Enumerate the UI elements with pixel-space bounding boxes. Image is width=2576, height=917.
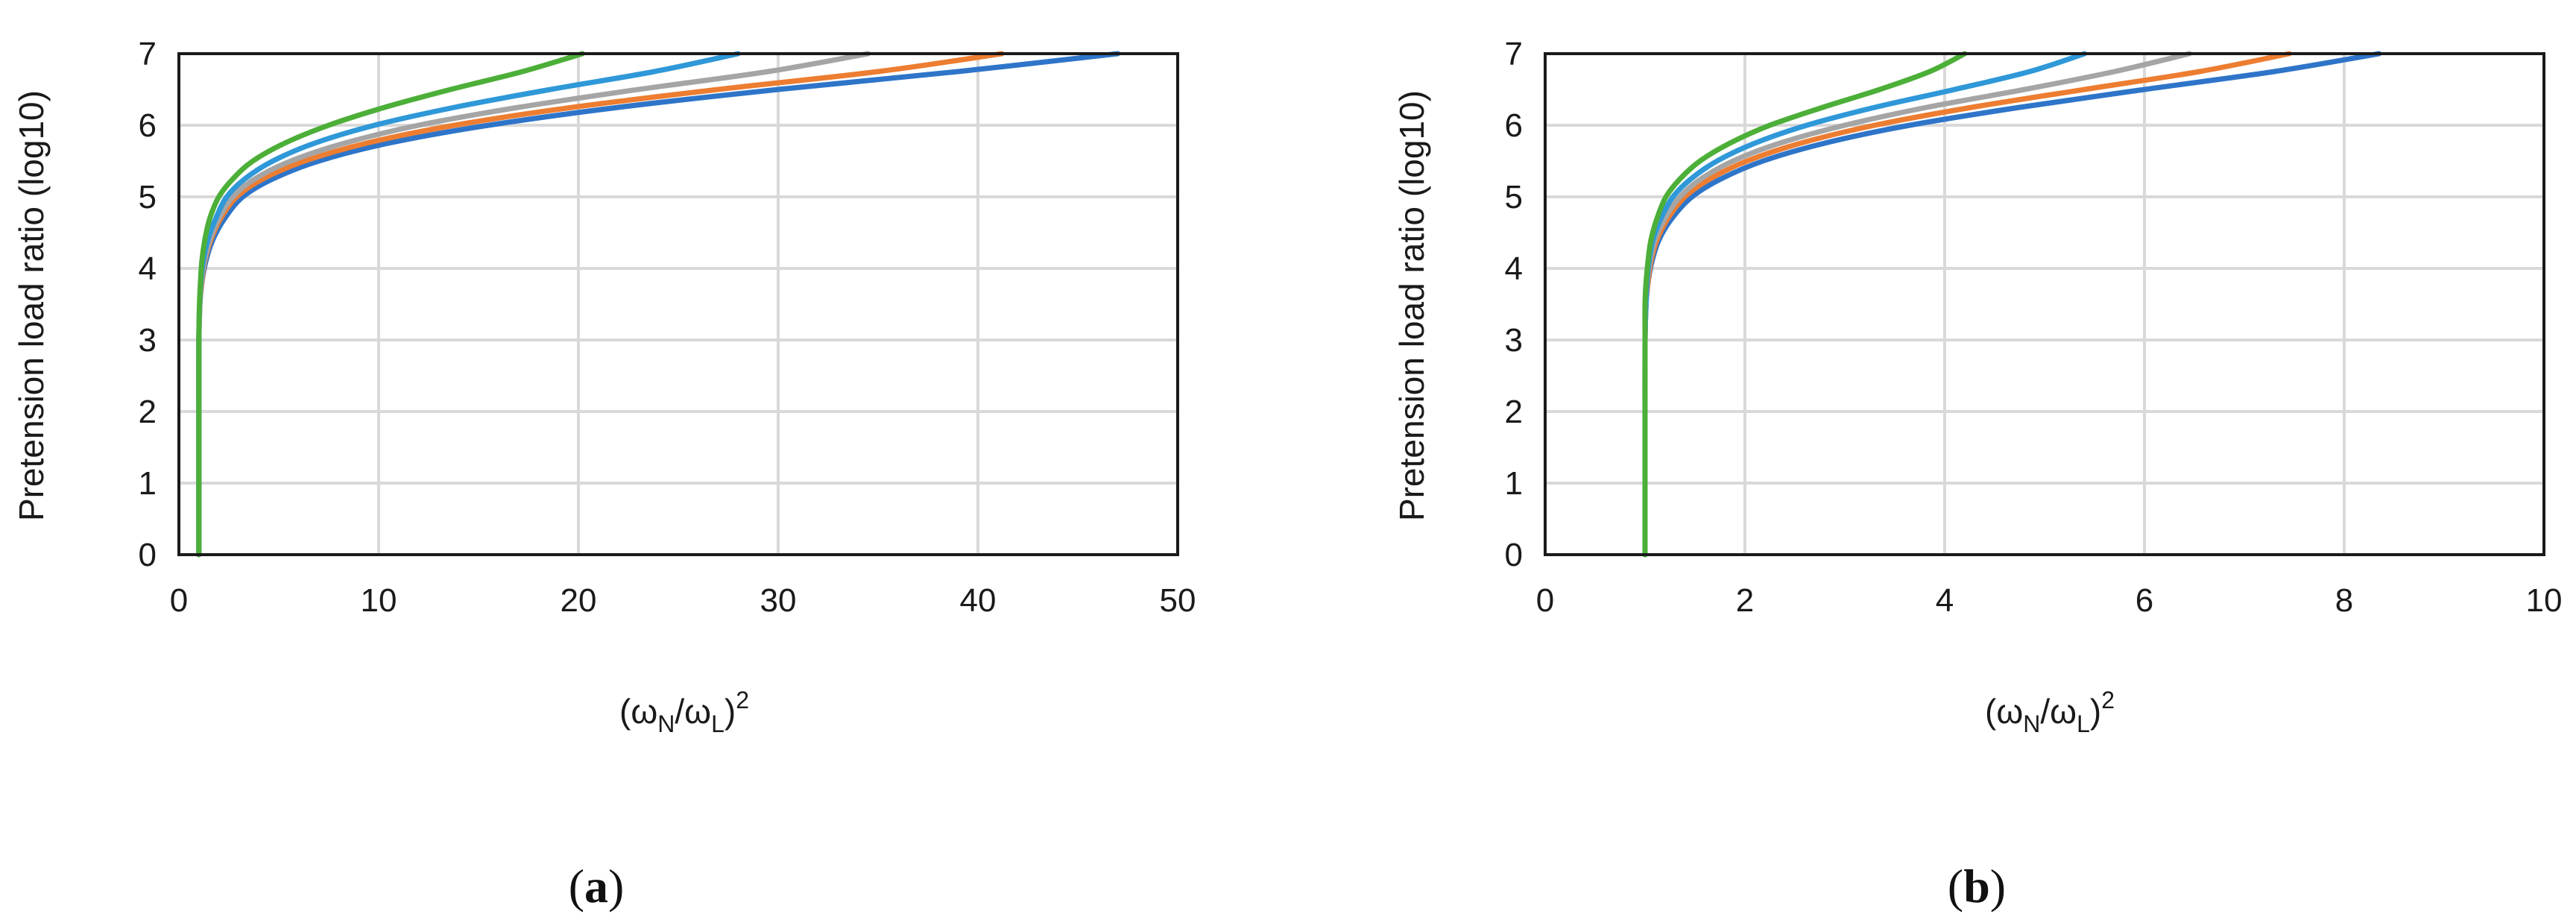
plot-frame-a xyxy=(177,52,1179,556)
x-tick-label-a-0: 0 xyxy=(170,582,188,619)
y-tick-label-a-0: 0 xyxy=(139,537,157,573)
y-tick-label-b-6: 6 xyxy=(1505,107,1523,144)
plot-frame-b xyxy=(1544,52,2545,556)
chart-panel-b: 0 2 4 6 8 10 0 1 2 3 4 5 6 7 Pretension load ratio (… xyxy=(1392,36,2562,913)
x-tick-label-a-3: 30 xyxy=(760,582,797,619)
y-tick-label-a-2: 2 xyxy=(139,394,157,430)
x-tick-label-b-3: 6 xyxy=(2135,582,2153,619)
series-line-b-series-3 xyxy=(1642,51,2192,558)
caption-a-open: ( xyxy=(569,860,584,913)
x-tick-labels-b: 0 2 4 6 8 10 xyxy=(1536,582,2563,619)
x-tick-label-a-2: 20 xyxy=(561,582,597,619)
series-line-a-series-5 xyxy=(196,51,585,558)
gridlines-b xyxy=(1545,54,2544,555)
x-axis-label-b-mid: /ω xyxy=(2040,692,2077,731)
x-axis-label-a-sub1: N xyxy=(657,710,675,737)
x-axis-label-a-pre: (ω xyxy=(619,692,657,731)
y-axis-label-b: Pretension load ratio (log10) xyxy=(1392,90,1431,521)
caption-b-letter: b xyxy=(1963,860,1990,913)
y-tick-label-a-6: 6 xyxy=(139,107,157,144)
y-tick-labels-a: 0 1 2 3 4 5 6 7 xyxy=(139,36,157,573)
caption-a: (a) xyxy=(569,860,625,913)
caption-b: (b) xyxy=(1948,860,2006,913)
y-axis-label-a: Pretension load ratio (log10) xyxy=(12,90,51,521)
x-tick-label-b-5: 10 xyxy=(2526,582,2563,619)
x-axis-label-a-sup: 2 xyxy=(736,687,749,713)
x-axis-label-b: (ωN/ωL)2 xyxy=(1985,687,2115,737)
y-tick-label-a-4: 4 xyxy=(139,250,157,287)
series-line-a-series-1 xyxy=(196,51,1121,558)
x-tick-label-b-2: 4 xyxy=(1936,582,1954,619)
x-axis-label-b-sup: 2 xyxy=(2101,687,2115,713)
x-axis-label-a: (ωN/ωL)2 xyxy=(619,687,749,737)
x-tick-label-a-4: 40 xyxy=(960,582,997,619)
y-tick-label-b-0: 0 xyxy=(1505,537,1523,573)
x-axis-label-a-post: ) xyxy=(724,692,736,731)
x-tick-labels-a: 0 10 20 30 40 50 xyxy=(170,582,1196,619)
x-tick-label-a-5: 50 xyxy=(1160,582,1196,619)
y-tick-label-b-2: 2 xyxy=(1505,394,1523,430)
y-tick-label-b-4: 4 xyxy=(1505,250,1523,287)
caption-b-open: ( xyxy=(1948,860,1963,913)
series-group-a xyxy=(196,51,1121,558)
series-group-b xyxy=(1642,51,2382,558)
x-axis-label-a-sub2: L xyxy=(711,710,724,737)
y-tick-label-a-1: 1 xyxy=(139,465,157,502)
x-tick-label-b-0: 0 xyxy=(1536,582,1554,619)
y-tick-label-b-1: 1 xyxy=(1505,465,1523,502)
y-tick-label-b-5: 5 xyxy=(1505,179,1523,215)
x-axis-label-b-sub1: N xyxy=(2023,710,2040,737)
gridlines-a xyxy=(179,54,1178,555)
y-tick-label-b-7: 7 xyxy=(1505,36,1523,72)
y-tick-label-a-3: 3 xyxy=(139,322,157,359)
x-tick-label-b-4: 8 xyxy=(2335,582,2353,619)
caption-b-close: ) xyxy=(1990,860,2006,913)
y-tick-label-b-3: 3 xyxy=(1505,322,1523,359)
chart-panel-a: 0 10 20 30 40 50 0 1 2 3 4 5 6 7 Pretension load rat… xyxy=(12,36,1196,913)
y-tick-label-a-7: 7 xyxy=(139,36,157,72)
caption-a-letter: a xyxy=(584,860,608,913)
y-tick-label-a-5: 5 xyxy=(139,179,157,215)
x-tick-label-a-1: 10 xyxy=(361,582,397,619)
series-line-b-series-5 xyxy=(1642,51,1968,558)
x-axis-label-b-post: ) xyxy=(2090,692,2101,731)
caption-a-close: ) xyxy=(608,860,624,913)
series-line-a-series-3 xyxy=(196,51,871,558)
x-axis-label-b-pre: (ω xyxy=(1985,692,2023,731)
x-tick-label-b-1: 2 xyxy=(1736,582,1754,619)
x-axis-label-b-sub2: L xyxy=(2077,710,2090,737)
series-line-b-series-2 xyxy=(1642,51,2292,558)
y-tick-labels-b: 0 1 2 3 4 5 6 7 xyxy=(1505,36,1523,573)
x-axis-label-a-mid: /ω xyxy=(675,692,711,731)
